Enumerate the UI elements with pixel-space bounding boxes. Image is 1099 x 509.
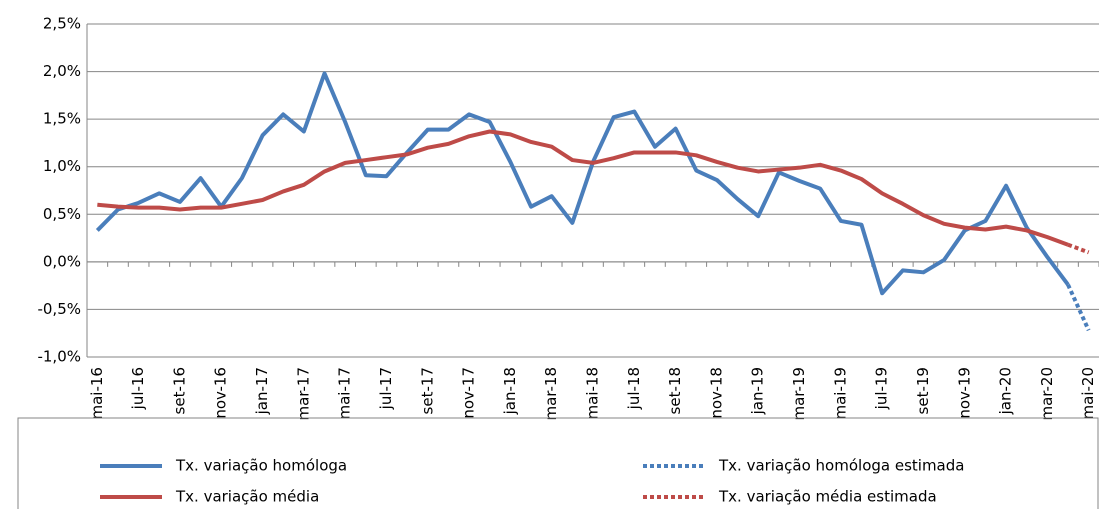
y-tick-label: -1,0% (37, 348, 81, 366)
x-tick-label: set-16 (170, 367, 188, 414)
legend-label: Tx. variação média (175, 488, 319, 506)
x-tick-label: mar-17 (294, 367, 312, 421)
x-tick-label: mai-18 (584, 367, 602, 419)
x-tick-label: jan-19 (749, 367, 767, 415)
x-tick-label: jul-18 (625, 367, 643, 410)
y-tick-label: -0,5% (37, 300, 81, 318)
x-tick-label: jan-20 (997, 367, 1015, 415)
y-tick-label: 2,0% (43, 62, 81, 80)
y-tick-label: 0,0% (43, 252, 81, 270)
x-tick-label: mai-16 (88, 367, 106, 419)
legend-label: Tx. variação homóloga (175, 457, 347, 475)
series-line (1066, 283, 1091, 332)
x-tick-label: nov-17 (460, 367, 478, 419)
legend-label: Tx. variação média estimada (718, 488, 937, 506)
x-tick-label: jan-17 (253, 367, 271, 415)
series-line (97, 129, 1069, 247)
x-tick-label: nov-16 (212, 367, 230, 419)
x-tick-label: mai-17 (336, 367, 354, 419)
series-line (1067, 242, 1090, 255)
x-tick-label: jul-17 (377, 367, 395, 410)
y-tick-label: 0,5% (43, 205, 81, 223)
x-tick-label: jul-19 (873, 367, 891, 410)
x-tick-label: mai-20 (1079, 367, 1097, 419)
x-tick-label: set-17 (418, 367, 436, 414)
x-tick-label: set-19 (914, 367, 932, 414)
x-tick-label: set-18 (666, 367, 684, 414)
y-tick-label: 1,0% (43, 157, 81, 175)
x-tick-label: mar-20 (1038, 367, 1056, 421)
legend-box (17, 417, 1099, 509)
x-tick-label: jan-18 (501, 367, 519, 415)
x-tick-label: mar-18 (542, 367, 560, 421)
y-tick-label: 2,5% (43, 15, 81, 33)
legend-label: Tx. variação homóloga estimada (718, 457, 964, 475)
x-tick-label: nov-19 (955, 367, 973, 419)
x-tick-label: mai-19 (831, 367, 849, 419)
y-tick-label: 1,5% (43, 110, 81, 128)
x-tick-label: nov-18 (707, 367, 725, 419)
series-line (95, 71, 1070, 296)
x-tick-label: jul-16 (129, 367, 147, 410)
x-tick-label: mar-19 (790, 367, 808, 421)
